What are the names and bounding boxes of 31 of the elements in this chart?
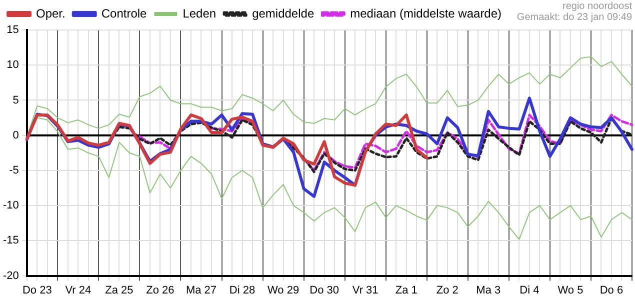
x-tick-label: Za 25: [105, 284, 134, 296]
x-tick-label: Do 30: [310, 284, 339, 296]
x-tick-label: Di 28: [229, 284, 256, 296]
x-tick-label: Vr 31: [352, 284, 378, 296]
legend-label: Controle: [101, 6, 148, 20]
x-tick-label: Di 4: [520, 284, 540, 296]
y-tick-label: -15: [2, 234, 19, 247]
x-tick-label: Do 23: [22, 284, 52, 296]
x-tick-label: Zo 26: [146, 284, 174, 296]
legend-label: Leden: [182, 6, 216, 20]
y-tick-label: 0: [12, 129, 19, 142]
y-tick-label: 10: [6, 59, 19, 72]
legend-label: gemiddelde: [252, 6, 314, 20]
x-tick-label: Vr 24: [65, 284, 92, 296]
x-tick-label: Do 6: [600, 284, 624, 296]
x-tick-label: Wo 5: [558, 284, 584, 296]
legend-label: Oper.: [36, 6, 66, 20]
line-series: [138, 114, 634, 172]
y-tick-label: -10: [2, 200, 19, 212]
x-tick-label: Wo 29: [268, 284, 300, 296]
text: regio noordoost: [562, 0, 632, 12]
y-tick-label: -20: [2, 270, 19, 282]
x-tick-label: Za 1: [395, 284, 418, 296]
x-tick-label: Ma 3: [476, 284, 501, 296]
text: Gemaakt: do 23 jan 09:49: [516, 12, 632, 23]
y-tick-label: -5: [9, 164, 19, 176]
y-tick-label: 15: [6, 24, 19, 36]
x-tick-label: Zo 2: [436, 284, 458, 296]
x-tick-label: Ma 27: [186, 284, 217, 296]
y-tick-label: 5: [12, 94, 19, 106]
legend-label: mediaan (middelste waarde): [350, 6, 502, 20]
